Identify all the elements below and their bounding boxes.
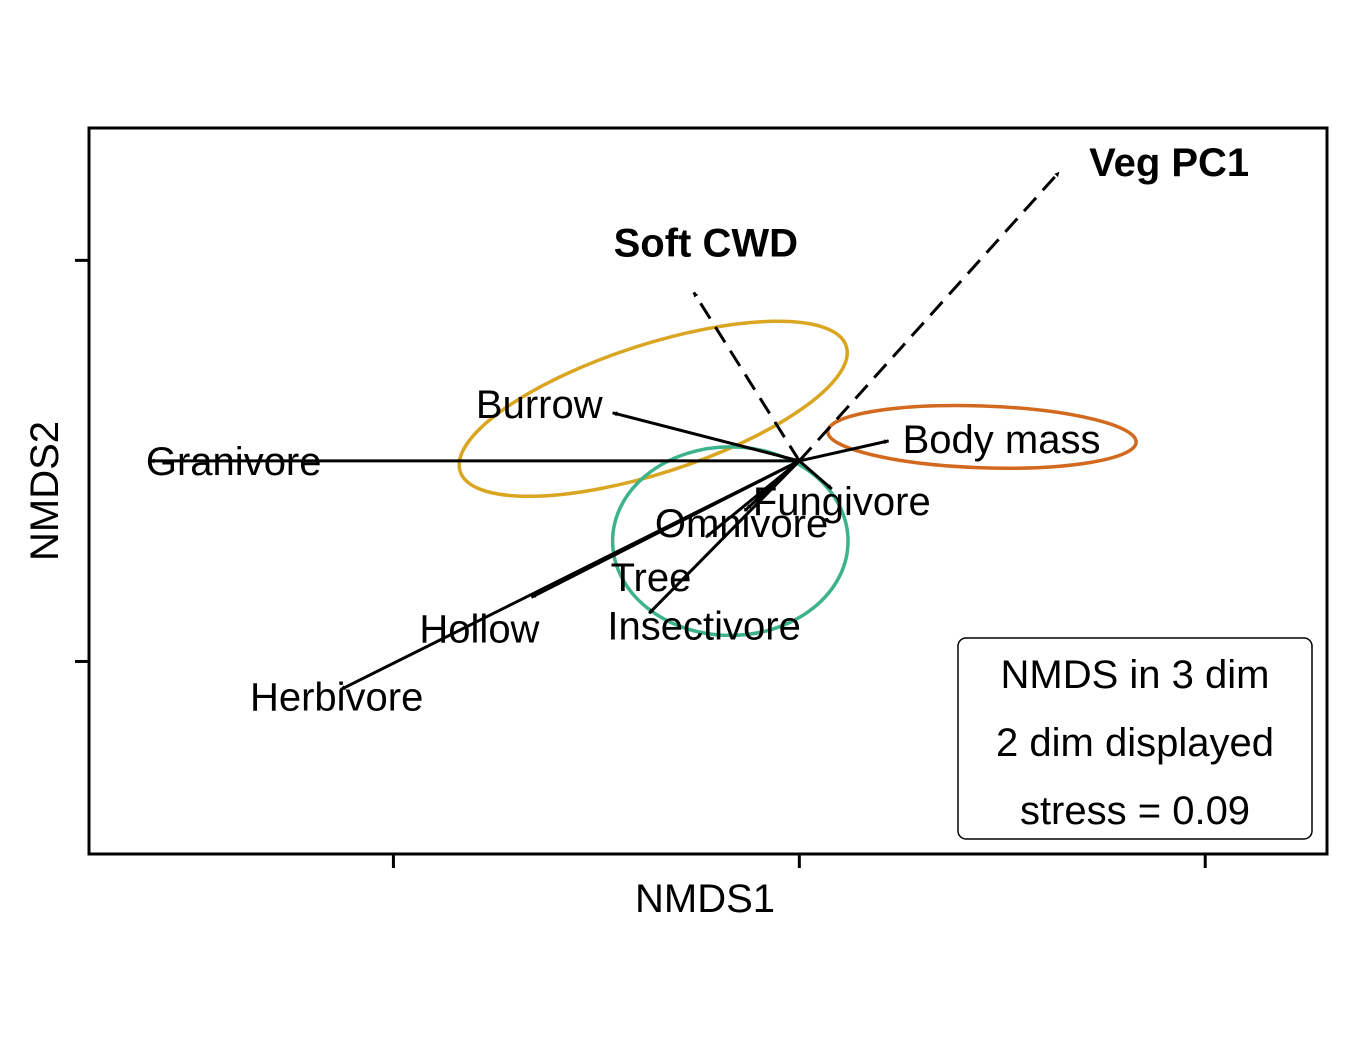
vector-soft-cwd: [692, 291, 801, 462]
vector-label-body-mass: Body mass: [903, 418, 1101, 462]
vector-label-herbivore: Herbivore: [250, 676, 423, 720]
vector-veg-pc1: [798, 171, 1061, 462]
plot-frame: [87, 126, 1329, 856]
vector-label-granivore: Granivore: [146, 440, 322, 484]
vector-body-mass: [798, 439, 890, 463]
legend-line-displayed: 2 dim displayed: [996, 721, 1274, 765]
vector-label-hollow: Hollow: [419, 607, 539, 651]
vector-herbivore: [339, 459, 800, 691]
vector-label-fungivore: Fungivore: [753, 480, 931, 524]
legend-box: [957, 637, 1313, 840]
vector-insectivore: [648, 459, 801, 615]
vector-label-burrow: Burrow: [476, 383, 603, 427]
vector-label-soft-cwd: Soft CWD: [614, 221, 798, 265]
group-ellipse-2: [610, 445, 850, 638]
vector-labels: Veg PC1 Soft CWD Burrow Body mass Granivore F…: [146, 141, 1249, 719]
legend-line-dimensions: NMDS in 3 dim: [1001, 653, 1270, 697]
vector-label-veg-pc1: Veg PC1: [1089, 141, 1249, 185]
vector-burrow: [612, 411, 800, 463]
vector-label-insectivore: Insectivore: [607, 604, 800, 648]
x-axis-label: NMDS1: [635, 877, 775, 921]
y-axis-label: NMDS2: [23, 421, 67, 561]
vector-tree: [705, 459, 801, 539]
vectors: [149, 171, 1061, 691]
legend-line-stress: stress = 0.09: [1020, 789, 1250, 833]
vector-label-omnivore: Omnivore: [655, 502, 828, 546]
axes: [75, 258, 1207, 868]
vector-label-tree: Tree: [611, 556, 692, 600]
stress-legend: NMDS in 3 dim 2 dim displayed stress = 0…: [957, 637, 1313, 840]
vector-fungivore: [798, 459, 833, 491]
group-ellipse-0: [457, 319, 849, 499]
